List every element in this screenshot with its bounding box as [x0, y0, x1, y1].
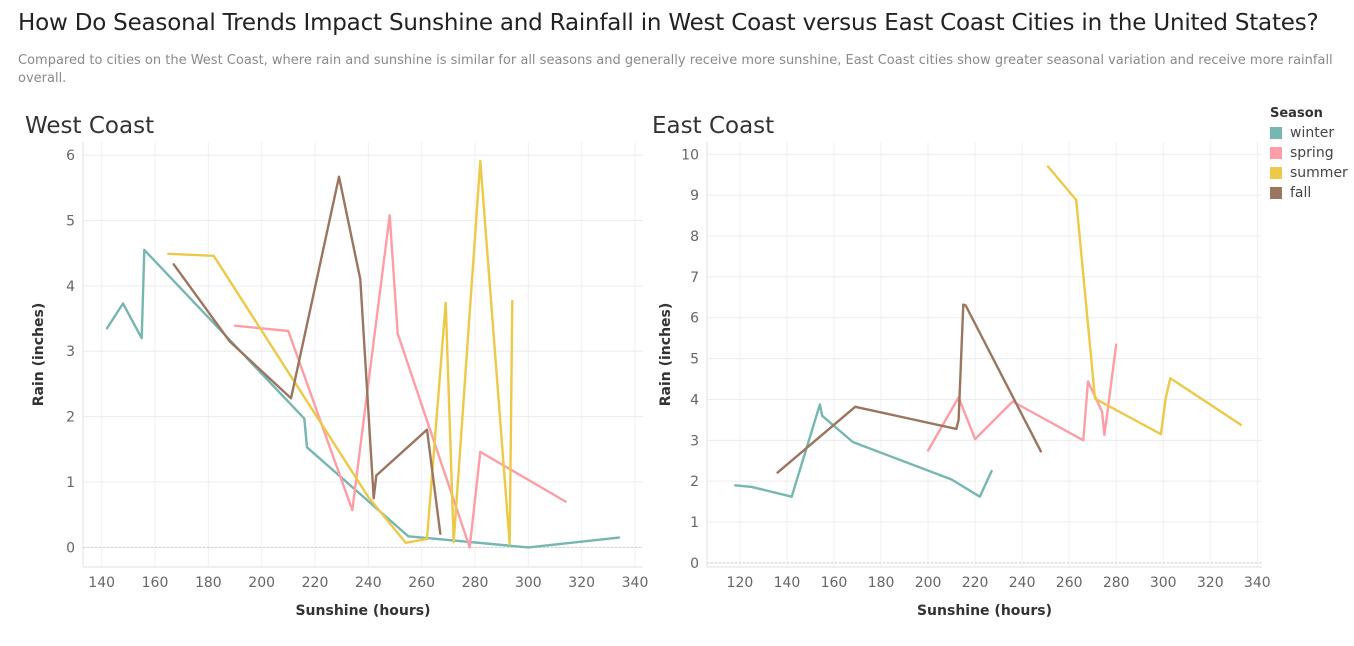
west-y-tick-label: 0 [66, 540, 75, 556]
east-series-winter [734, 403, 993, 498]
west-x-tick-label: 340 [622, 575, 649, 591]
east-series-fall [776, 303, 1043, 474]
east-y-tick-label: 2 [690, 474, 699, 490]
west-x-tick-label: 320 [568, 575, 595, 591]
west-y-axis-title: Rain (inches) [31, 303, 47, 407]
west-x-tick-label: 200 [248, 575, 275, 591]
east-y-axis-title: Rain (inches) [658, 303, 674, 407]
west-x-tick-label: 260 [408, 575, 435, 591]
legend-swatch-winter [1270, 127, 1282, 139]
east-chart-title: East Coast [652, 113, 774, 139]
west-x-tick-label: 180 [195, 575, 222, 591]
legend-label-winter: winter [1290, 125, 1335, 141]
legend: Season winter spring summer fall [1270, 106, 1348, 203]
legend-title: Season [1270, 106, 1323, 121]
east-x-tick-label: 140 [774, 575, 801, 591]
west-chart-title: West Coast [25, 113, 154, 139]
east-x-tick-label: 220 [962, 575, 989, 591]
west-y-tick-label: 4 [66, 279, 75, 295]
west-y-tick-label: 6 [66, 148, 75, 164]
legend-swatch-summer [1270, 167, 1282, 179]
legend-label-spring: spring [1290, 145, 1334, 161]
east-y-tick-label: 6 [690, 311, 699, 327]
east-x-tick-label: 120 [727, 575, 754, 591]
east-y-tick-label: 3 [690, 433, 699, 449]
west-x-tick-label: 280 [462, 575, 489, 591]
east-x-tick-label: 300 [1150, 575, 1177, 591]
legend-label-fall: fall [1290, 185, 1312, 201]
west-x-tick-label: 240 [355, 575, 382, 591]
legend-swatch-fall [1270, 187, 1282, 199]
east-series-summer [1046, 165, 1243, 436]
east-x-tick-label: 320 [1197, 575, 1224, 591]
east-x-tick-label: 340 [1244, 575, 1271, 591]
west-series-fall [172, 175, 442, 535]
east-y-tick-label: 0 [690, 556, 699, 572]
legend-item-winter[interactable]: winter [1270, 123, 1348, 143]
page-subtitle: Compared to cities on the West Coast, wh… [18, 53, 1333, 86]
west-y-tick-label: 1 [66, 475, 75, 491]
east-y-tick-label: 9 [690, 188, 699, 204]
east-y-tick-label: 7 [690, 270, 699, 286]
east-x-tick-label: 260 [1056, 575, 1083, 591]
west-y-tick-label: 3 [66, 344, 75, 360]
east-x-tick-label: 160 [821, 575, 848, 591]
west-y-tick-label: 5 [66, 213, 75, 229]
west-x-tick-label: 160 [142, 575, 169, 591]
east-x-axis-title: Sunshine (hours) [917, 603, 1052, 619]
east-series-spring [926, 343, 1118, 452]
legend-item-spring[interactable]: spring [1270, 143, 1348, 163]
page-title: How Do Seasonal Trends Impact Sunshine a… [18, 10, 1319, 36]
legend-label-summer: summer [1290, 165, 1348, 181]
east-x-tick-label: 280 [1103, 575, 1130, 591]
legend-item-summer[interactable]: summer [1270, 163, 1348, 183]
east-y-tick-label: 1 [690, 515, 699, 531]
east-y-tick-label: 4 [690, 392, 699, 408]
west-x-tick-label: 300 [515, 575, 542, 591]
west-series-summer [167, 159, 514, 546]
west-x-tick-label: 140 [88, 575, 115, 591]
west-y-tick-label: 2 [66, 410, 75, 426]
east-x-tick-label: 200 [915, 575, 942, 591]
east-y-tick-label: 8 [690, 229, 699, 245]
west-x-axis-title: Sunshine (hours) [295, 603, 430, 619]
west-series-spring [233, 213, 567, 549]
east-y-tick-label: 5 [690, 352, 699, 368]
west-x-tick-label: 220 [302, 575, 329, 591]
east-y-tick-label: 10 [681, 147, 699, 163]
east-x-tick-label: 240 [1009, 575, 1036, 591]
legend-swatch-spring [1270, 147, 1282, 159]
west-series-winter [105, 248, 621, 549]
east-x-tick-label: 180 [868, 575, 895, 591]
legend-item-fall[interactable]: fall [1270, 183, 1348, 203]
